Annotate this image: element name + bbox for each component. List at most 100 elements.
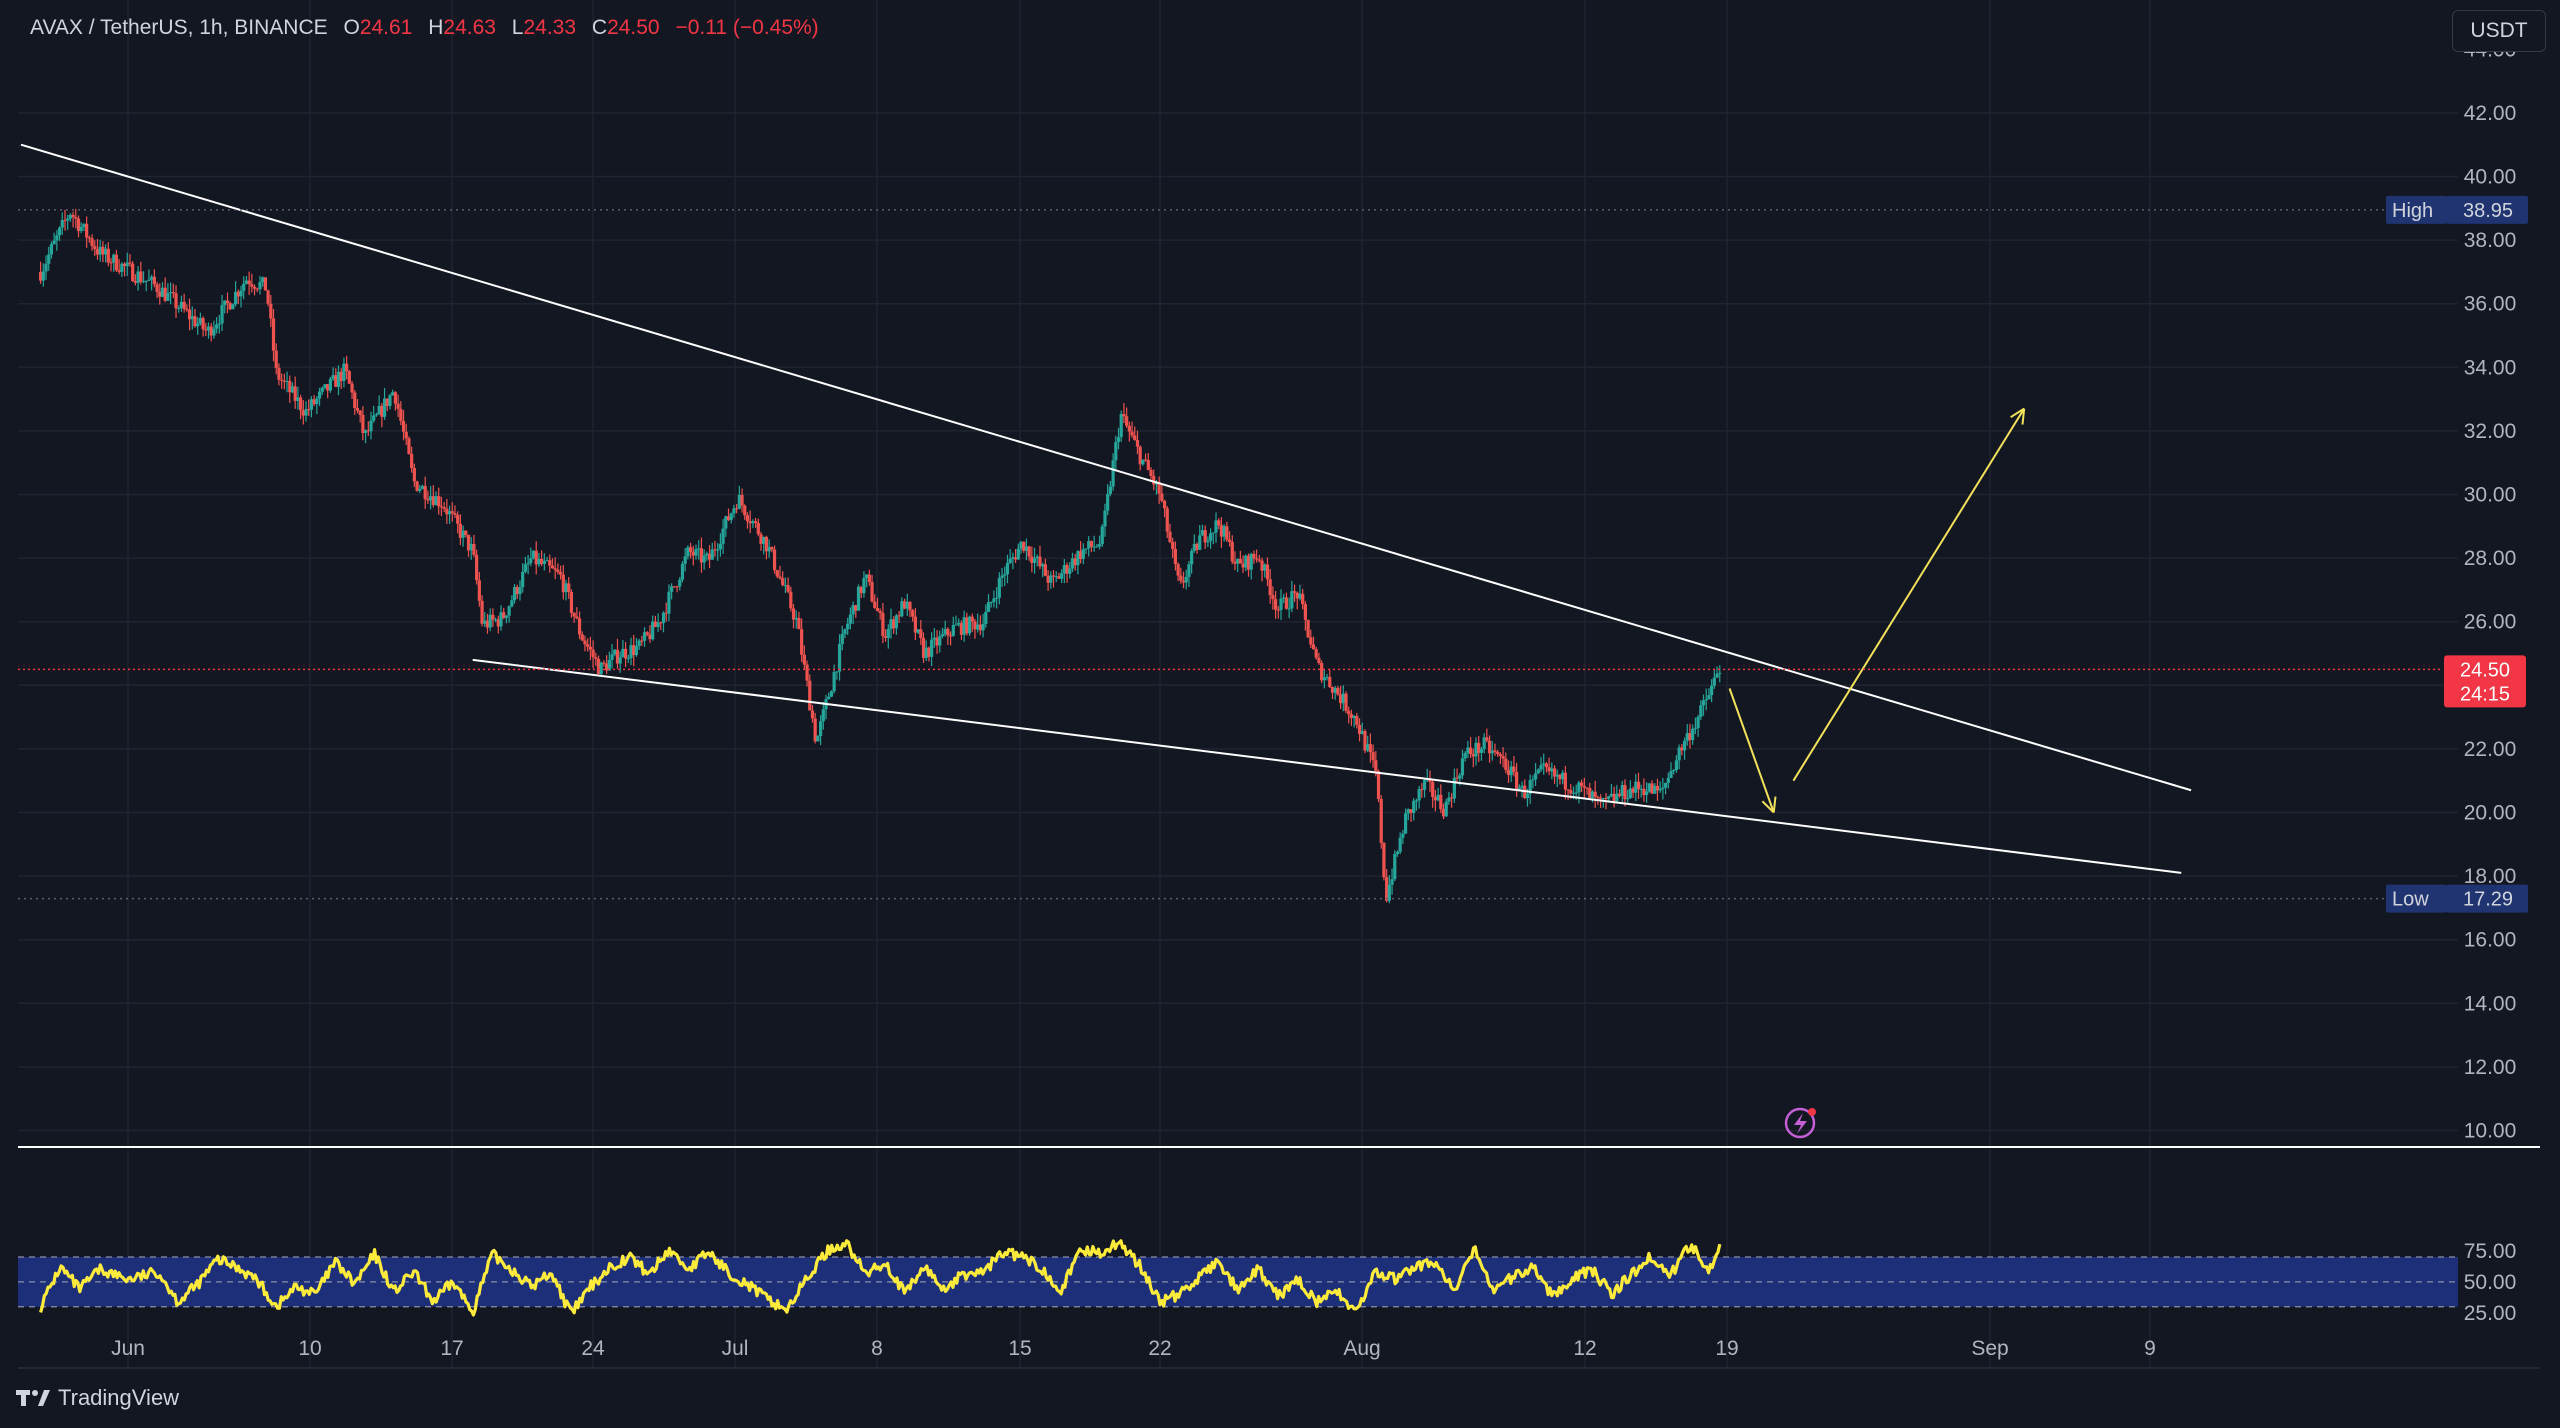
candle-body <box>228 303 232 310</box>
candle-body <box>1598 797 1603 799</box>
y-tick-label: 34.00 <box>2464 356 2517 379</box>
candle-body <box>1634 781 1638 793</box>
plot-area[interactable] <box>18 208 2458 1317</box>
candle-body <box>57 227 62 236</box>
time-axis: Jun 10 17 24 Jul 8 15 22 Aug 12 19 Sep 9 <box>111 1337 2156 1360</box>
candle-body <box>1103 510 1107 527</box>
candle-body <box>1452 777 1456 799</box>
candle-body <box>1309 637 1313 645</box>
low-value: 24.33 <box>523 16 577 39</box>
candle-body <box>190 316 194 320</box>
tradingview-logo-icon <box>16 1390 50 1406</box>
candle-body <box>1241 563 1245 568</box>
candle-body <box>485 620 490 628</box>
x-tick-label: 19 <box>1715 1337 1738 1360</box>
candle-body <box>1539 765 1543 770</box>
candle-body <box>1520 785 1524 788</box>
candle-body <box>1477 742 1481 753</box>
candle-body <box>366 430 370 432</box>
candle-body <box>450 511 454 514</box>
candle-body <box>623 648 628 659</box>
candle-body <box>900 601 904 617</box>
candle-body <box>261 277 265 283</box>
candle-body <box>908 601 912 611</box>
candle-body <box>117 270 121 272</box>
candle-body <box>1257 559 1261 561</box>
tradingview-branding[interactable]: TradingView <box>16 1385 179 1411</box>
candle-body <box>902 601 907 609</box>
candle-body <box>1357 724 1362 734</box>
candle-body <box>932 637 936 640</box>
candle-body <box>748 521 752 524</box>
candle-body <box>1412 800 1416 813</box>
candle-body <box>553 568 557 570</box>
candle-body <box>753 521 758 523</box>
candle-body <box>572 612 576 617</box>
candle-body <box>515 587 519 595</box>
y-tick-label: 22.00 <box>2464 738 2517 761</box>
candle-body <box>1038 556 1042 567</box>
candle-body <box>632 645 636 656</box>
candle-body <box>385 398 389 406</box>
candle-body <box>596 658 601 675</box>
x-tick-label: 8 <box>871 1337 883 1360</box>
branding-text: TradingView <box>58 1385 180 1410</box>
candle-body <box>1450 797 1454 799</box>
candle-body <box>710 549 714 560</box>
candle-body <box>431 496 435 506</box>
candle-body <box>461 530 465 538</box>
candle-body <box>1677 747 1681 761</box>
candle-body <box>76 218 81 232</box>
candle-body <box>52 240 56 245</box>
candle-body <box>626 658 630 660</box>
candle-body <box>943 628 947 635</box>
candle-body <box>212 328 216 336</box>
candle-body <box>615 649 620 664</box>
currency-button[interactable]: USDT <box>2452 10 2546 52</box>
candle-body <box>1146 459 1150 471</box>
candle-body <box>897 615 901 617</box>
candle-body <box>1198 535 1202 550</box>
candle-body <box>1190 550 1194 565</box>
candle-body <box>951 624 955 636</box>
candle-body <box>1536 769 1540 774</box>
candle-body <box>334 375 338 387</box>
candle-body <box>426 499 430 501</box>
low-label-text: Low <box>2392 889 2429 911</box>
y-tick-label: 28.00 <box>2464 547 2517 570</box>
candle-body <box>997 577 1001 598</box>
candle-body <box>1030 556 1034 563</box>
candlestick-series <box>39 208 1722 904</box>
candle-body <box>800 629 804 655</box>
candle-body <box>63 220 67 222</box>
candle-body <box>1298 593 1302 599</box>
candle-body <box>810 710 815 719</box>
candle-body <box>580 634 584 641</box>
candle-body <box>1219 525 1224 537</box>
candle-body <box>680 563 685 580</box>
candle-body <box>103 248 108 255</box>
candle-body <box>1701 700 1706 706</box>
symbol-name[interactable]: AVAX / TetherUS, 1h, BINANCE <box>30 16 328 39</box>
candle-body <box>840 634 844 645</box>
candle-body <box>1127 425 1131 432</box>
candle-body <box>1089 541 1094 547</box>
candle-body <box>1260 560 1264 571</box>
candle-body <box>239 290 243 297</box>
candle-body <box>1590 791 1595 798</box>
candle-body <box>1041 564 1045 567</box>
candle-body <box>258 282 262 290</box>
candle-body <box>1152 475 1156 485</box>
candle-body <box>1585 787 1589 789</box>
candle-body <box>415 481 419 491</box>
candle-body <box>282 380 286 382</box>
candle-body <box>315 398 319 405</box>
candle-body <box>1236 558 1240 564</box>
candle-body <box>388 395 392 406</box>
candle-body <box>1222 526 1226 537</box>
candle-body <box>1084 548 1088 550</box>
candle-body <box>1119 414 1123 438</box>
candle-body <box>894 615 899 629</box>
candle-body <box>71 214 75 217</box>
